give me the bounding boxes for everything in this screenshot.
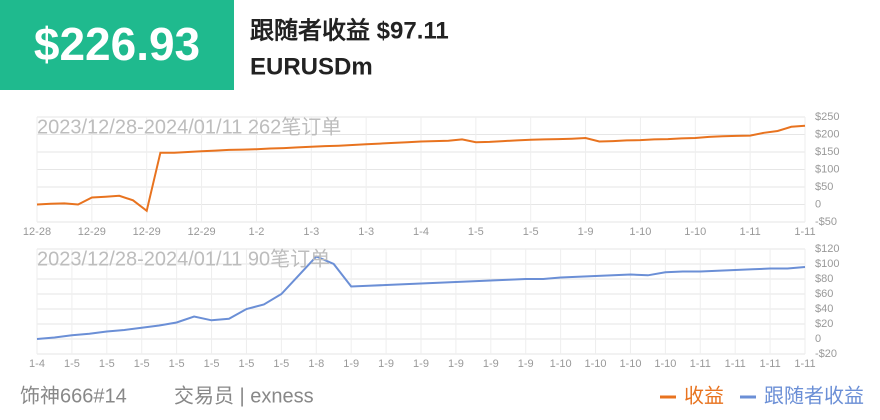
x-tick-label: 12-29 — [78, 226, 106, 238]
y-tick-label: $20 — [815, 318, 833, 330]
badge — [0, 0, 234, 90]
annotation: 2023/12/28-2024/01/11 90笔订单 — [37, 247, 330, 270]
title: 跟随者收益 $97.11 — [250, 16, 449, 44]
y-tick-label: 0 — [815, 333, 821, 345]
x-tick-label: 1-9 — [413, 358, 429, 370]
x-tick-label: 1-10 — [684, 226, 706, 238]
y-tick-label: $50 — [815, 181, 833, 193]
y-tick-label: $80 — [815, 273, 833, 285]
legend-label: 跟随者收益 — [764, 384, 864, 407]
x-tick-label: 1-9 — [518, 358, 534, 370]
x-tick-label: 1-4 — [29, 358, 45, 370]
line-series — [36, 124, 806, 213]
y-tick-label: $100 — [815, 163, 839, 175]
x-tick-label: 1-9 — [378, 358, 394, 370]
x-tick-label: 1-5 — [64, 358, 80, 370]
y-tick-label: $200 — [815, 128, 839, 140]
x-tick-label: 1-11 — [759, 358, 780, 370]
x-tick-label: 1-11 — [794, 358, 815, 370]
x-tick-label: 1-5 — [523, 226, 539, 238]
x-tick-label: 1-10 — [619, 358, 641, 370]
x-tick-label: 1-4 — [413, 226, 429, 238]
y-tick-label: $60 — [815, 288, 833, 300]
x-tick-label: 1-11 — [794, 226, 815, 238]
x-tick-label: 1-8 — [308, 358, 324, 370]
x-tick-label: 1-9 — [343, 358, 359, 370]
y-tick-label: -$20 — [815, 348, 837, 360]
y-tick-label: -$50 — [815, 216, 837, 228]
x-tick-label: 1-5 — [99, 358, 115, 370]
line-series — [36, 255, 806, 340]
x-tick-label: 12-29 — [133, 226, 161, 238]
x-tick-label: 12-29 — [188, 226, 216, 238]
y-tick-label: $150 — [815, 146, 839, 158]
x-tick-label: 1-5 — [273, 358, 289, 370]
x-tick-label: 1-10 — [550, 358, 572, 370]
x-tick-label: 1-5 — [169, 358, 185, 370]
x-tick-label: 1-5 — [239, 358, 255, 370]
x-tick-label: 1-9 — [448, 358, 464, 370]
x-tick-label: 1-9 — [578, 226, 594, 238]
x-tick-label: 1-5 — [468, 226, 484, 238]
legend-label: 收益 — [684, 384, 724, 407]
y-tick-label: $120 — [815, 243, 839, 255]
role: 交易员 | exness — [174, 384, 314, 407]
x-tick-label: 1-5 — [134, 358, 150, 370]
y-tick-label: $100 — [815, 258, 839, 270]
x-tick-label: 1-10 — [585, 358, 607, 370]
y-tick-label: 0 — [815, 198, 821, 210]
x-tick-label: 1-11 — [740, 226, 761, 238]
x-tick-label: 12-28 — [23, 226, 51, 238]
trader: 饰神666#14 — [20, 384, 127, 407]
x-tick-label: 1-3 — [303, 226, 319, 238]
x-tick-label: 1-10 — [629, 226, 651, 238]
symbol: EURUSDm — [250, 53, 373, 80]
badge-text: $226.93 — [34, 18, 200, 70]
y-tick-label: $250 — [815, 111, 839, 123]
x-tick-label: 1-9 — [483, 358, 499, 370]
x-tick-label: 1-3 — [358, 226, 374, 238]
x-tick-label: 1-11 — [725, 358, 746, 370]
x-tick-label: 1-11 — [690, 358, 711, 370]
annotation: 2023/12/28-2024/01/11 262笔订单 — [37, 115, 341, 138]
x-tick-label: 1-5 — [204, 358, 220, 370]
x-tick-label: 1-2 — [248, 226, 264, 238]
x-tick-label: 1-10 — [654, 358, 676, 370]
y-tick-label: $40 — [815, 303, 833, 315]
